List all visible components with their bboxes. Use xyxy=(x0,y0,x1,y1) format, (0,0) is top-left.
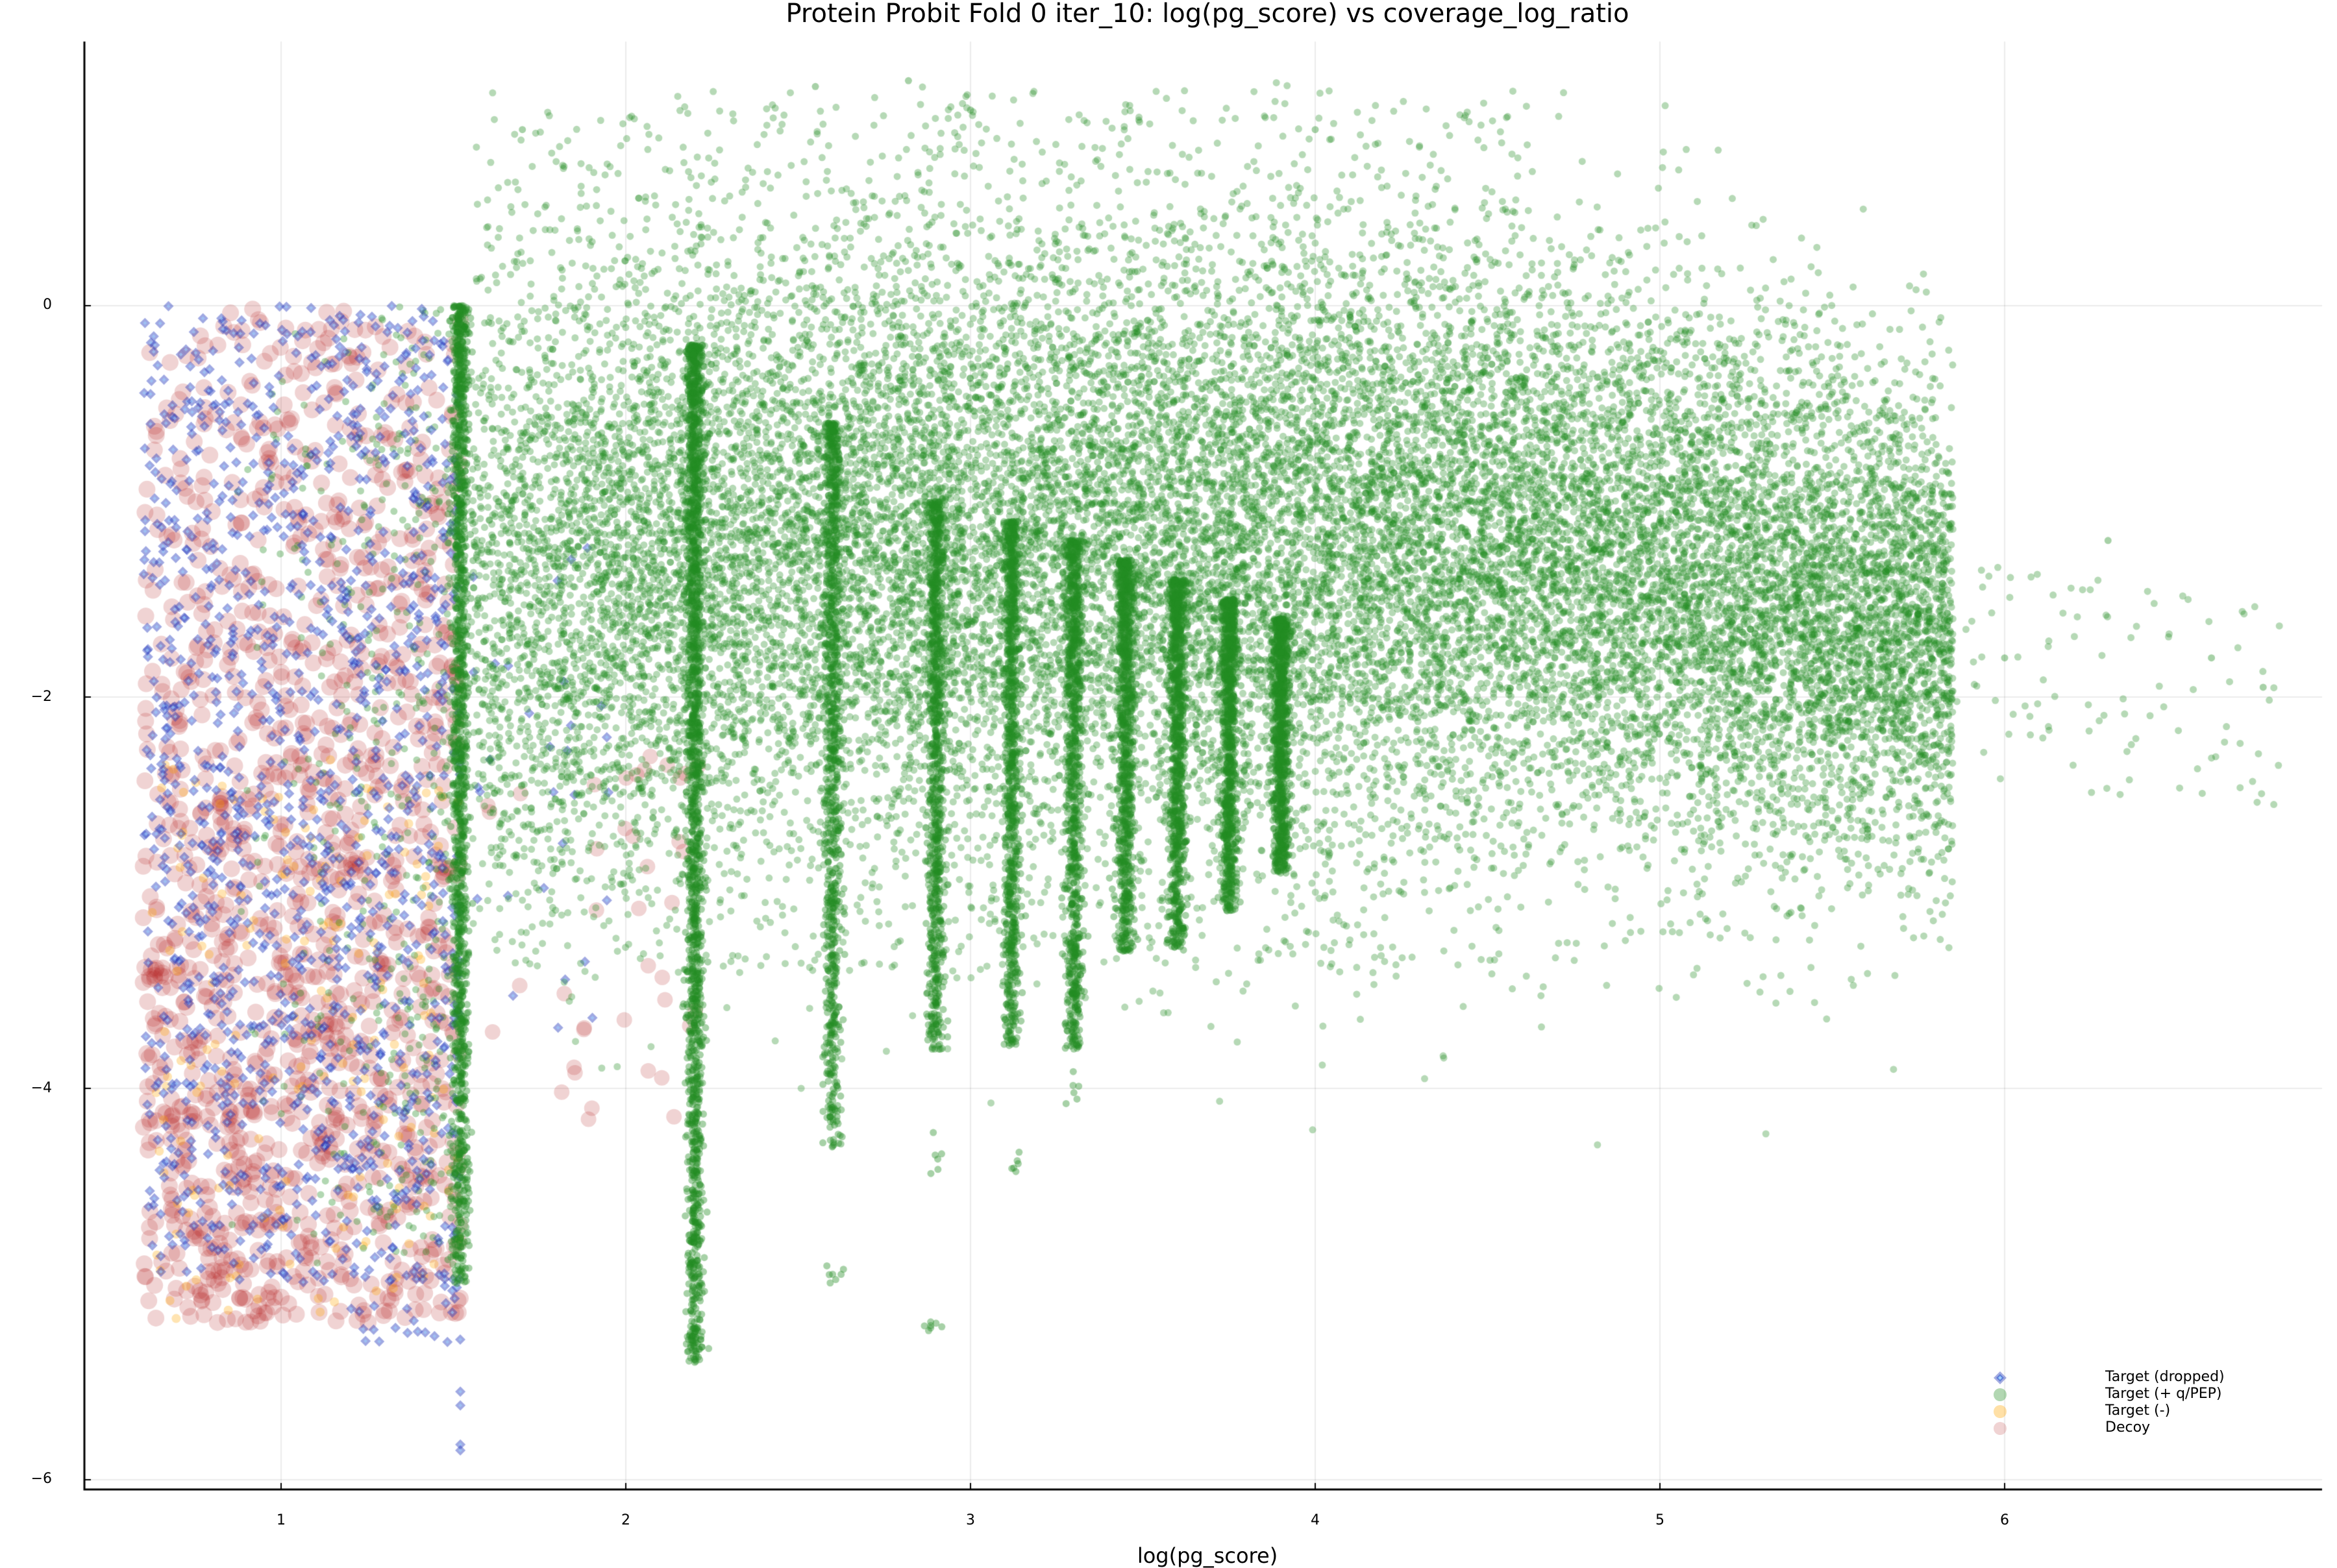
circle-marker-icon xyxy=(1994,1422,2007,1435)
x-tick-label: 2 xyxy=(621,1512,630,1528)
circle-marker-icon xyxy=(1994,1405,2007,1418)
x-tick-label: 1 xyxy=(277,1512,286,1528)
legend-label: Target (-) xyxy=(2105,1403,2171,1419)
y-tick-label: −6 xyxy=(31,1471,52,1487)
x-tick-label: 4 xyxy=(1311,1512,1320,1528)
x-tick-label: 6 xyxy=(2000,1512,2009,1528)
circle-marker-icon xyxy=(1994,1388,2007,1401)
x-axis-label: log(pg_score) xyxy=(1137,1543,1278,1568)
legend-label: Target (+ q/PEP) xyxy=(2105,1386,2222,1402)
chart-title: Protein Probit Fold 0 iter_10: log(pg_sc… xyxy=(785,0,1629,29)
y-tick-label: −4 xyxy=(31,1080,52,1096)
legend-label: Target (dropped) xyxy=(2105,1369,2225,1385)
diamond-marker-icon xyxy=(1994,1371,2007,1384)
x-tick-label: 3 xyxy=(966,1512,975,1528)
y-tick-label: −2 xyxy=(31,689,52,705)
x-tick-label: 5 xyxy=(1655,1512,1664,1528)
y-tick-label: 0 xyxy=(43,297,52,313)
legend-label: Decoy xyxy=(2105,1419,2151,1436)
